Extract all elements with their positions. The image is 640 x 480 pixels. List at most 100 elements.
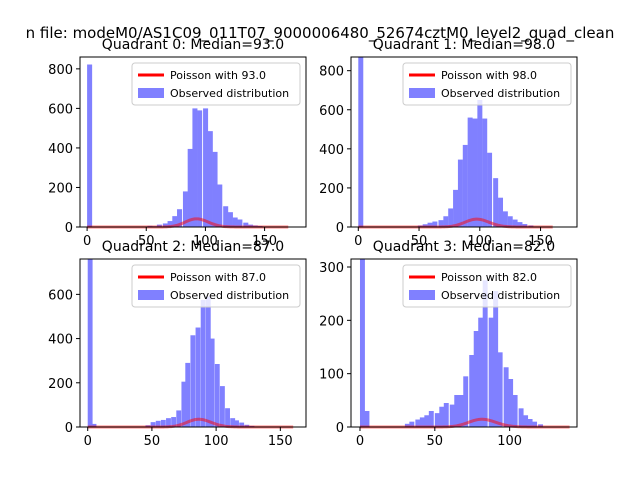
histogram-bar [192, 108, 198, 227]
histogram-bar [203, 108, 209, 227]
histogram-bar [469, 355, 475, 427]
legend-patch-swatch [409, 290, 435, 300]
y-tick-label: 600 [319, 104, 344, 119]
histogram-bar [508, 379, 514, 427]
legend-patch-swatch [138, 290, 164, 300]
histogram-bar [230, 418, 236, 427]
histogram-bar [432, 221, 438, 227]
x-tick-label: 100 [497, 434, 522, 449]
histogram-bar [502, 211, 508, 227]
histogram-bar [219, 386, 225, 427]
histogram-bar [443, 216, 449, 227]
histogram-bar [482, 118, 488, 227]
axes-frame [79, 258, 307, 428]
legend-patch-label: Observed distribution [441, 87, 560, 100]
histogram-bar [532, 421, 538, 427]
histogram-bar [200, 299, 206, 427]
histogram-bar [212, 151, 218, 227]
histogram-bar [225, 408, 230, 427]
histogram-bar [419, 417, 425, 427]
histogram-bar [243, 222, 249, 227]
histogram-bar [234, 420, 239, 427]
x-tick-label: 100 [204, 434, 229, 449]
quadrant-3-panel: Quadrant 3: Median=82.0 0 50 100 0 100 200 300 P… [319, 239, 578, 449]
histogram-bar [359, 259, 365, 427]
panel-title: Quadrant 3: Median=82.0 [373, 239, 555, 255]
legend-box [402, 62, 572, 106]
histogram-bar [518, 408, 524, 427]
x-tick-label: 150 [268, 434, 293, 449]
histogram-bar [473, 331, 479, 427]
histogram-bar [462, 144, 468, 227]
histogram-bar [187, 148, 193, 227]
histogram-bar [185, 362, 191, 427]
y-tick-label: 300 [319, 261, 344, 276]
panel-title: Quadrant 1: Median=98.0 [373, 37, 555, 53]
histogram-bar [454, 395, 460, 427]
legend-patch-swatch [138, 88, 164, 98]
histogram-bar [527, 419, 533, 427]
x-tick-label: 0 [356, 434, 364, 449]
histogram-bar [482, 280, 488, 427]
histogram-bar [176, 410, 182, 427]
histogram-bar [172, 216, 178, 227]
histogram-bar [512, 395, 518, 427]
histogram-bar [493, 178, 499, 227]
y-tick-label: 0 [65, 221, 73, 236]
y-tick-label: 200 [319, 314, 344, 329]
histogram-bar [166, 418, 171, 427]
histogram-bar [443, 403, 449, 427]
histogram-bar [503, 367, 509, 427]
histogram-bar [160, 419, 166, 427]
axes-frame [79, 56, 307, 228]
histogram-bar [182, 191, 188, 227]
legend-line-label: Poisson with 98.0 [441, 69, 537, 82]
y-tick-label: 400 [48, 333, 73, 348]
x-tick-label: 150 [528, 234, 553, 249]
legend-patch-label: Observed distribution [170, 289, 289, 302]
histogram-bar [171, 417, 177, 427]
histogram-bar [214, 364, 220, 427]
y-tick-label: 0 [336, 221, 344, 236]
x-tick-label: 50 [138, 234, 155, 249]
y-tick-label: 400 [48, 142, 73, 157]
x-tick-label: 50 [144, 434, 161, 449]
histogram-bar [217, 184, 223, 227]
y-tick-label: 600 [48, 102, 73, 117]
panel-title: Quadrant 0: Median=93.0 [102, 37, 284, 53]
y-tick-label: 800 [48, 63, 73, 78]
legend-box [131, 62, 301, 106]
axes-frame [350, 258, 578, 428]
histogram-bar [155, 420, 161, 427]
y-tick-label: 600 [48, 288, 73, 303]
histogram-bar [424, 415, 430, 427]
axes-frame [350, 56, 578, 228]
quadrant-2-panel: Quadrant 2: Median=87.0 0 50 100 150 0 200 400 6… [48, 239, 307, 449]
histogram-bar [439, 406, 445, 427]
histogram-bar [237, 219, 243, 227]
histogram-bar [167, 221, 173, 227]
histogram-bar [223, 206, 229, 227]
histogram-bar [458, 395, 464, 427]
histogram-bar [477, 99, 483, 227]
x-tick-label: 100 [467, 234, 492, 249]
x-tick-label: 100 [193, 234, 218, 249]
histogram-bar [498, 197, 504, 227]
histogram-bar [197, 110, 203, 227]
histogram-bar [488, 317, 494, 427]
legend-patch-label: Observed distribution [441, 289, 560, 302]
quadrant-0-panel: Quadrant 0: Median=93.0 0 50 100 150 0 200 400 6… [48, 37, 307, 249]
y-tick-label: 400 [319, 143, 344, 158]
y-tick-label: 200 [48, 181, 73, 196]
x-tick-label: 0 [83, 234, 91, 249]
histogram-bar [209, 338, 215, 427]
x-tick-label: 0 [354, 234, 362, 249]
y-tick-label: 0 [65, 421, 73, 436]
legend-box [131, 264, 301, 308]
histogram-bar [358, 57, 364, 227]
histogram-bar [239, 422, 245, 427]
figure-title: n file: modeM0/AS1C09_011T07_9000006480_… [26, 24, 615, 43]
histogram-bar [427, 222, 433, 227]
legend-line-label: Poisson with 82.0 [441, 271, 537, 284]
